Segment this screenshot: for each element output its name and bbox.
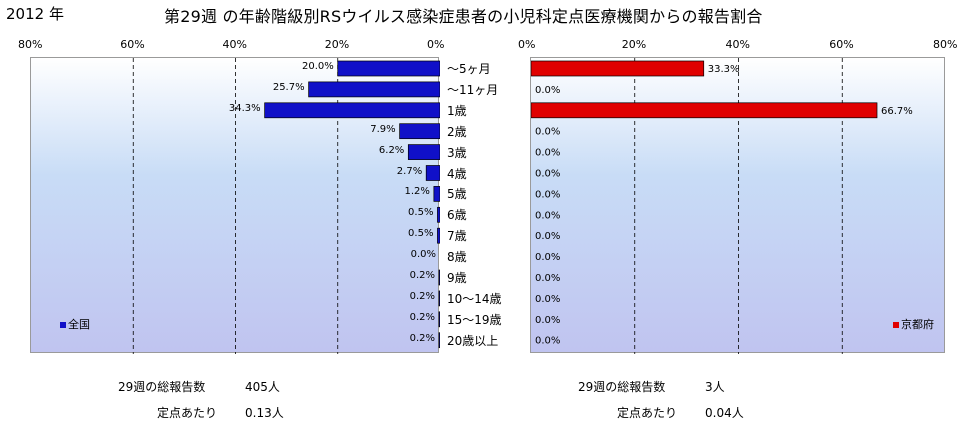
national-per-value: 0.13人 [245, 406, 284, 420]
national-total-label: 29週の総報告数 [118, 380, 206, 394]
national-legend-swatch [60, 322, 66, 328]
kyoto-bar [531, 102, 878, 119]
national-value-label: 34.3% [228, 102, 261, 114]
category-label: 8歳 [447, 250, 467, 265]
national-bar [437, 206, 440, 223]
national-value-label: 0.2% [409, 332, 435, 344]
national-value-label: 7.9% [370, 123, 396, 135]
national-bar [438, 269, 440, 286]
national-tick-label: 80% [18, 38, 43, 51]
category-label: 15〜19歳 [447, 312, 502, 327]
kyoto-value-label: 0.0% [535, 252, 560, 263]
category-label: 2歳 [447, 124, 467, 139]
national-value-label: 0.5% [408, 228, 434, 240]
kyoto-tick-label: 60% [829, 38, 854, 51]
kyoto-value-label: 0.0% [535, 210, 560, 221]
category-label: 9歳 [447, 271, 467, 285]
kyoto-total-value: 3人 [705, 380, 725, 394]
kyoto-value-label: 0.0% [535, 127, 560, 138]
kyoto-tick-label: 80% [933, 38, 958, 51]
national-value-label: 25.7% [272, 81, 305, 93]
kyoto-total-label: 29週の総報告数 [578, 380, 666, 394]
national-bar [337, 60, 440, 77]
national-value-label: 1.2% [404, 186, 430, 198]
kyoto-value-label: 0.0% [535, 294, 560, 305]
national-bar [438, 311, 440, 328]
category-label: 10〜14歳 [447, 291, 502, 306]
category-label: 5歳 [447, 187, 467, 202]
national-legend: 全国 [60, 316, 90, 332]
national-bar [308, 81, 440, 98]
chart-title: 第29週 の年齢階級別RSウイルス感染症患者の小児科定点医療機関からの報告割合 [164, 7, 763, 26]
national-value-label: 0.2% [409, 290, 435, 302]
year-label: 2012 年 [6, 5, 64, 23]
category-label: 4歳 [447, 166, 467, 181]
national-total-value: 405人 [245, 380, 280, 394]
kyoto-legend-swatch [893, 322, 899, 328]
category-label: 〜11ヶ月 [447, 82, 499, 97]
kyoto-value-label: 0.0% [535, 336, 560, 347]
national-value-label: 0.2% [409, 311, 435, 323]
national-value-label: 20.0% [301, 61, 334, 72]
category-label: 1歳 [447, 103, 467, 118]
national-bars [132, 58, 440, 354]
national-bar [264, 102, 440, 119]
national-value-label: 0.5% [408, 207, 434, 219]
national-tick-label: 40% [222, 38, 247, 51]
national-bar [425, 165, 440, 181]
national-value-label: 0.2% [409, 270, 435, 281]
kyoto-tick-label: 40% [725, 38, 750, 51]
national-bar [433, 186, 440, 202]
national-tick-label: 0% [427, 38, 445, 51]
national-bar [438, 332, 440, 349]
kyoto-value-label: 0.0% [535, 231, 560, 242]
category-label: 6歳 [447, 208, 467, 223]
kyoto-tick-label: 0% [518, 38, 536, 51]
national-value-label: 2.7% [396, 165, 423, 177]
category-label: 7歳 [447, 229, 467, 244]
kyoto-legend-label: 京都府 [901, 318, 934, 331]
kyoto-plot-area: 33.3% 0.0% 66.7% 0.0% 0.0% 0.0% 0.0% 0.0% 0.0% 0.… [530, 57, 945, 354]
kyoto-per-label: 定点あたり [617, 406, 678, 420]
national-bar [438, 290, 440, 307]
kyoto-value-label: 0.0% [535, 273, 560, 284]
category-label: 20歳以上 [447, 333, 499, 348]
national-bar [399, 123, 440, 140]
national-bar [437, 227, 440, 244]
kyoto-value-label: 66.7% [881, 106, 913, 117]
national-value-label: 0.0% [410, 249, 436, 261]
national-tick-label: 60% [120, 38, 145, 51]
kyoto-tick-label: 20% [621, 38, 647, 51]
kyoto-value-label: 0.0% [535, 85, 560, 96]
kyoto-value-label: 0.0% [535, 169, 560, 180]
kyoto-value-label: 33.3% [708, 64, 740, 75]
national-tick-label: 20% [324, 38, 350, 51]
kyoto-value-label: 0.0% [535, 315, 560, 326]
category-label: 〜5ヶ月 [447, 62, 491, 76]
kyoto-bars: 33.3% 0.0% 66.7% 0.0% 0.0% 0.0% 0.0% 0.0% 0.0% 0.… [531, 58, 913, 354]
kyoto-value-label: 0.0% [535, 148, 560, 159]
kyoto-value-label: 0.0% [535, 189, 560, 200]
national-per-label: 定点あたり [157, 406, 218, 420]
national-legend-label: 全国 [68, 318, 90, 331]
national-plot-area: 全国 [30, 57, 440, 354]
national-bar [407, 144, 440, 160]
national-value-label: 6.2% [378, 144, 405, 156]
kyoto-legend: 京都府 [893, 316, 934, 332]
kyoto-per-value: 0.04人 [705, 406, 744, 420]
kyoto-bar [531, 60, 705, 77]
category-label: 3歳 [447, 145, 467, 160]
